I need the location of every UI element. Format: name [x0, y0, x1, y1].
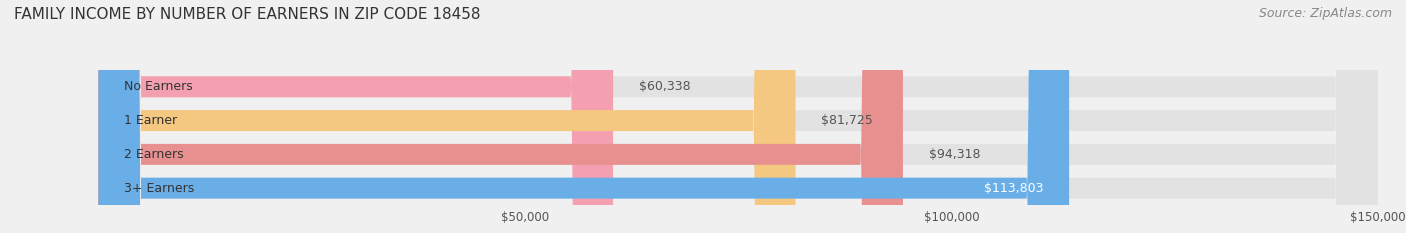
- FancyBboxPatch shape: [98, 0, 1378, 233]
- Text: No Earners: No Earners: [124, 80, 193, 93]
- Text: $113,803: $113,803: [984, 182, 1043, 195]
- Text: 1 Earner: 1 Earner: [124, 114, 177, 127]
- Text: $94,318: $94,318: [928, 148, 980, 161]
- FancyBboxPatch shape: [98, 0, 613, 233]
- FancyBboxPatch shape: [98, 0, 796, 233]
- FancyBboxPatch shape: [98, 0, 1378, 233]
- Text: Source: ZipAtlas.com: Source: ZipAtlas.com: [1258, 7, 1392, 20]
- Text: $81,725: $81,725: [821, 114, 873, 127]
- Text: FAMILY INCOME BY NUMBER OF EARNERS IN ZIP CODE 18458: FAMILY INCOME BY NUMBER OF EARNERS IN ZI…: [14, 7, 481, 22]
- Text: 3+ Earners: 3+ Earners: [124, 182, 194, 195]
- FancyBboxPatch shape: [98, 0, 1378, 233]
- Text: 2 Earners: 2 Earners: [124, 148, 184, 161]
- FancyBboxPatch shape: [98, 0, 1378, 233]
- FancyBboxPatch shape: [98, 0, 903, 233]
- Text: $60,338: $60,338: [638, 80, 690, 93]
- FancyBboxPatch shape: [98, 0, 1069, 233]
